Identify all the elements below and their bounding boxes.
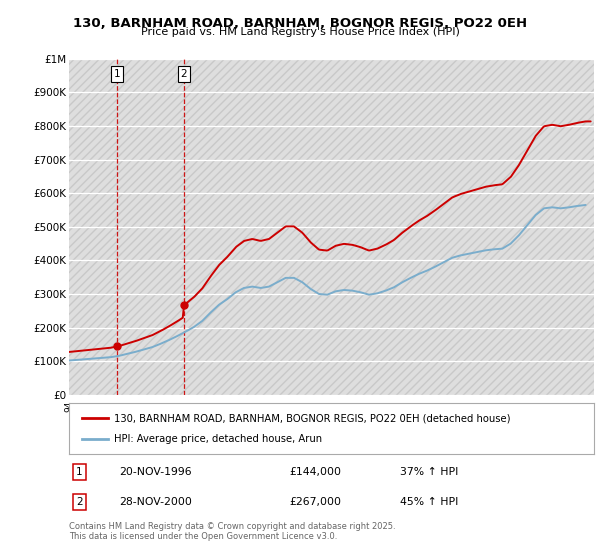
- Text: 1: 1: [76, 467, 83, 477]
- Text: 2: 2: [181, 69, 187, 79]
- Text: 37% ↑ HPI: 37% ↑ HPI: [400, 467, 458, 477]
- Text: 28-NOV-2000: 28-NOV-2000: [119, 497, 192, 507]
- Text: 2: 2: [76, 497, 83, 507]
- Text: £144,000: £144,000: [290, 467, 341, 477]
- Text: Price paid vs. HM Land Registry's House Price Index (HPI): Price paid vs. HM Land Registry's House …: [140, 27, 460, 37]
- Text: Contains HM Land Registry data © Crown copyright and database right 2025.
This d: Contains HM Land Registry data © Crown c…: [69, 522, 395, 542]
- Text: 45% ↑ HPI: 45% ↑ HPI: [400, 497, 458, 507]
- Text: 20-NOV-1996: 20-NOV-1996: [119, 467, 191, 477]
- Text: HPI: Average price, detached house, Arun: HPI: Average price, detached house, Arun: [113, 435, 322, 445]
- Text: 1: 1: [114, 69, 121, 79]
- Text: 130, BARNHAM ROAD, BARNHAM, BOGNOR REGIS, PO22 0EH (detached house): 130, BARNHAM ROAD, BARNHAM, BOGNOR REGIS…: [113, 413, 510, 423]
- Text: £267,000: £267,000: [290, 497, 341, 507]
- Text: 130, BARNHAM ROAD, BARNHAM, BOGNOR REGIS, PO22 0EH: 130, BARNHAM ROAD, BARNHAM, BOGNOR REGIS…: [73, 17, 527, 30]
